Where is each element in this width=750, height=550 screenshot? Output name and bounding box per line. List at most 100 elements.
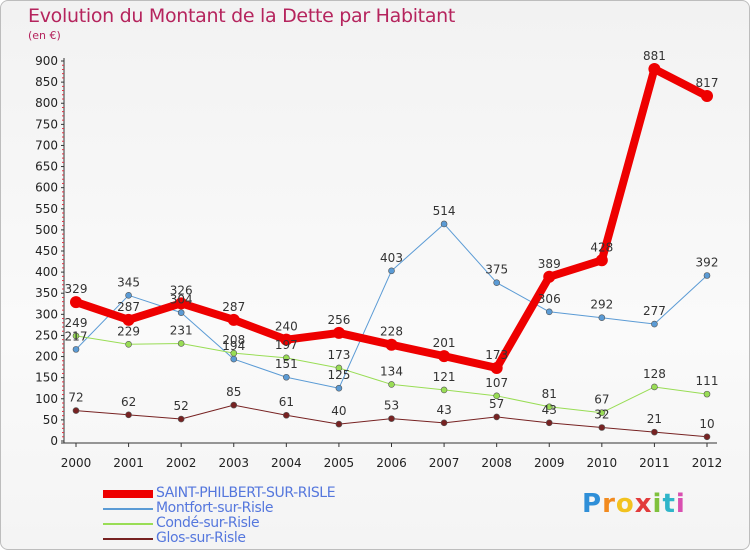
data-point xyxy=(703,390,711,398)
data-label: 375 xyxy=(485,263,508,277)
data-label: 107 xyxy=(485,376,508,390)
y-tick-label: 750 xyxy=(35,117,58,131)
data-point xyxy=(283,411,290,419)
data-label: 231 xyxy=(170,323,193,337)
data-point xyxy=(72,332,80,340)
data-point xyxy=(490,361,503,374)
data-point xyxy=(388,415,395,422)
logo-letter: x xyxy=(634,489,653,519)
y-tick-label: 450 xyxy=(35,244,58,258)
data-point xyxy=(598,424,606,431)
data-label: 403 xyxy=(380,251,403,265)
y-tick-label: 100 xyxy=(35,392,58,406)
legend-swatch xyxy=(103,538,153,540)
data-point xyxy=(545,308,553,316)
legend-item: SAINT-PHILBERT-SUR-RISLE xyxy=(103,485,363,502)
data-point xyxy=(438,350,451,363)
data-point xyxy=(651,428,658,436)
data-label: 151 xyxy=(275,357,298,371)
data-label: 201 xyxy=(433,336,456,350)
data-point xyxy=(595,254,608,267)
data-point xyxy=(703,272,711,279)
data-label: 128 xyxy=(643,367,666,381)
data-point xyxy=(440,419,448,427)
legend-label: SAINT-PHILBERT-SUR-RISLE xyxy=(156,485,336,501)
data-label: 277 xyxy=(643,304,666,318)
legend-swatch xyxy=(103,523,153,525)
data-point xyxy=(177,340,185,347)
data-label: 240 xyxy=(275,320,298,334)
data-point xyxy=(598,409,606,417)
proxiti-logo: Proxiti xyxy=(582,489,686,519)
data-point xyxy=(651,320,658,328)
x-tick-label: 2003 xyxy=(218,456,249,470)
data-point xyxy=(125,411,132,419)
data-label: 329 xyxy=(65,282,88,296)
data-point xyxy=(388,381,395,388)
data-label: 881 xyxy=(643,49,666,63)
y-tick-label: 0 xyxy=(50,434,58,448)
data-label: 197 xyxy=(275,338,298,352)
data-point xyxy=(122,313,135,326)
data-label: 817 xyxy=(696,76,719,90)
data-point xyxy=(175,297,188,310)
y-tick-label: 200 xyxy=(35,350,58,364)
data-label: 53 xyxy=(384,399,399,413)
data-point xyxy=(72,407,80,414)
data-label: 62 xyxy=(121,395,136,409)
y-tick-label: 350 xyxy=(35,286,58,300)
y-tick-label: 850 xyxy=(35,75,58,89)
legend-label: Condé-sur-Risle xyxy=(156,515,260,531)
data-point xyxy=(335,384,343,392)
x-tick-label: 2005 xyxy=(324,456,355,470)
legend-item: Montfort-sur-Risle xyxy=(103,500,363,517)
data-point xyxy=(70,296,82,309)
x-tick-label: 2012 xyxy=(692,456,723,470)
data-label: 61 xyxy=(279,395,294,409)
data-point xyxy=(227,313,240,326)
x-tick-label: 2000 xyxy=(61,456,92,470)
data-point xyxy=(493,279,500,286)
x-tick-label: 2004 xyxy=(271,456,302,470)
data-label: 292 xyxy=(590,298,613,312)
logo-letter: t xyxy=(662,489,676,519)
data-point xyxy=(177,415,185,423)
data-point xyxy=(440,220,448,228)
legend-swatch xyxy=(103,490,153,498)
data-point xyxy=(283,354,290,362)
data-label: 228 xyxy=(380,325,403,339)
data-point xyxy=(703,433,711,441)
data-point xyxy=(283,373,290,381)
y-tick-label: 50 xyxy=(43,413,58,427)
data-label: 125 xyxy=(327,368,350,382)
y-tick-label: 550 xyxy=(35,202,58,216)
data-label: 72 xyxy=(68,391,83,405)
data-label: 392 xyxy=(696,255,719,269)
data-label: 256 xyxy=(327,313,350,327)
y-tick-label: 600 xyxy=(35,181,58,195)
y-tick-label: 800 xyxy=(35,96,58,110)
logo-letter: r xyxy=(602,489,616,519)
data-point xyxy=(598,314,606,322)
data-label: 43 xyxy=(542,403,557,417)
data-point xyxy=(72,346,80,353)
x-tick-label: 2009 xyxy=(534,456,565,470)
x-tick-label: 2011 xyxy=(639,456,670,470)
data-label: 287 xyxy=(222,300,245,314)
data-point xyxy=(125,292,132,299)
data-label: 10 xyxy=(699,417,714,431)
data-label: 85 xyxy=(226,385,241,399)
data-point xyxy=(545,403,553,411)
data-label: 306 xyxy=(538,292,561,306)
data-label: 67 xyxy=(594,393,609,407)
data-point xyxy=(385,338,398,351)
data-point xyxy=(230,401,238,409)
data-label: 217 xyxy=(65,329,88,343)
data-label: 173 xyxy=(327,348,350,362)
data-label: 345 xyxy=(117,275,140,289)
data-label: 52 xyxy=(174,399,189,413)
data-label: 208 xyxy=(222,333,245,347)
data-label: 40 xyxy=(331,404,346,418)
data-label: 514 xyxy=(433,204,456,218)
